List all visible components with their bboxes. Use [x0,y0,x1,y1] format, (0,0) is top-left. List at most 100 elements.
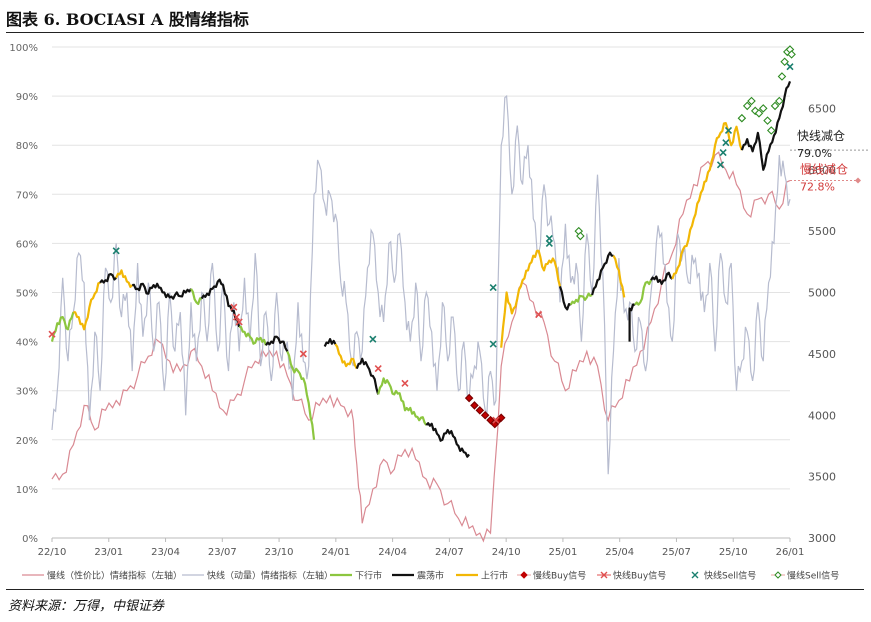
slow-buy-marker [470,401,479,410]
legend-item: 慢线Sell信号 [771,570,839,582]
fast-line [51,94,791,475]
legend-label: 上行市 [481,570,508,582]
y-left-tick-label: 50% [16,289,38,300]
legend-label: 慢线Buy信号 [533,570,586,582]
slow-sell-marker [787,50,796,59]
y-left-tick-label: 40% [16,338,38,349]
y-left-tick-label: 70% [16,190,38,201]
legend-item: 慢线（性价比）情绪指标（左轴） [22,570,182,582]
x-tick-label: 23/07 [208,547,237,558]
fast-line-series [51,94,791,475]
index-segment-range [200,278,241,328]
slow-sell-marker [767,126,776,135]
index-segment-range [558,286,572,311]
fast-sell-marker [724,126,733,135]
fast-sell-marker [112,247,120,255]
index-segment-range [323,338,337,347]
footer-rule [6,589,864,590]
signal-markers [48,45,796,429]
slow-buy-marker [480,410,490,420]
y-left-tick-label: 90% [16,92,38,103]
slow-sell-marker [758,104,768,113]
y-left-tick-label: 80% [16,141,38,152]
index-segment-down [634,279,652,306]
slow-buy-marker [486,415,495,425]
slow-line [51,151,791,543]
legend-label: 震荡市 [417,570,444,582]
source-note: 资料来源：万得，中银证券 [8,599,165,614]
index-segment-range [650,271,674,285]
index-segment-up [73,281,101,331]
index-segment-down [190,288,202,306]
legend-label: 快线Buy信号 [613,570,666,582]
legend-swatch [600,571,608,579]
slow-reduce-label: 慢线减仓 [800,163,848,177]
slow-sell-marker [742,101,752,111]
slow-sell-marker [747,96,756,106]
index-segment-range [99,273,117,284]
legend-item: 快线Sell信号 [691,570,756,582]
index-segment-range [628,303,636,342]
legend-label: 慢线Sell信号 [787,570,839,582]
y-left-tick-label: 20% [16,436,38,447]
index-segment-up [612,255,626,298]
x-tick-label: 23/01 [94,547,123,558]
y-left-tick-label: 30% [16,387,38,398]
fast-sell-marker [545,239,553,247]
fast-buy-marker [374,365,382,373]
slow-sell-marker [737,113,747,123]
y-left-tick-label: 100% [9,43,38,54]
slow-buy-marker [496,413,506,422]
y-right-tick-label: 5500 [808,225,836,238]
legend-item: 快线Buy信号 [597,570,666,582]
fast-buy-marker [299,350,307,358]
slow-sell-marker [777,72,787,81]
x-tick-label: 25/04 [605,547,634,558]
x-tick-label: 24/07 [435,547,464,558]
fast-reduce-label: 快线减仓 [797,129,845,143]
legend-label: 快线（动量）情绪指标（左轴） [207,570,333,582]
legend-swatch [520,571,528,579]
axes: 0% 10% 20% 30% 40% 50% 60% 70% 80% 90% 100% 3000 350… [9,43,836,558]
y-left-tick-label: 60% [16,239,38,250]
fast-buy-marker [535,311,543,319]
legend-swatch [691,571,699,579]
legend: 慢线（性价比）情绪指标（左轴） 快线（动量）情绪指标（左轴） 下行市 震荡市 上行市 慢线… [22,570,839,582]
y-right-tick-label: 4500 [808,348,836,361]
fast-sell-marker [369,335,377,343]
y-right-tick-label: 6500 [808,102,836,115]
fast-buy-marker [401,379,409,387]
fast-sell-marker [722,139,730,147]
slow-buy-marker [464,393,474,403]
index-segment-down [377,377,428,426]
legend-item: 下行市 [330,570,382,582]
slow-reduce-diamond [855,177,861,184]
index-segment-up [115,269,133,288]
index-segment-down [50,311,75,342]
y-right-tick-label: 6000 [808,164,836,177]
title-rule [6,32,864,33]
x-tick-label: 24/01 [321,547,350,558]
x-tick-label: 25/01 [549,547,578,558]
grid-lines [52,46,790,490]
y-right-tick-label: 3500 [808,471,836,484]
fast-buy-marker [48,330,56,338]
index-segment-down [286,350,316,440]
fast-reduce-value: 79.0% [797,147,832,160]
legend-item: 上行市 [456,570,508,582]
index-segment-range [132,282,192,300]
index-segment-range [264,335,289,352]
index-segment-down [239,325,267,346]
x-tick-label: 22/10 [38,547,67,558]
y-left-tick-label: 10% [16,485,38,496]
x-tick-label: 23/04 [151,547,180,558]
fast-buy-marker [492,416,500,424]
index-segment-range [355,357,380,395]
legend-label: 下行市 [355,570,382,582]
legend-item: 慢线Buy信号 [517,570,586,582]
fast-sell-marker [719,148,727,157]
chart-title: 图表 6. BOCIASI A 股情绪指标 [6,10,249,29]
slow-buy-marker [475,406,485,415]
y-left-tick-label: 0% [22,534,38,545]
